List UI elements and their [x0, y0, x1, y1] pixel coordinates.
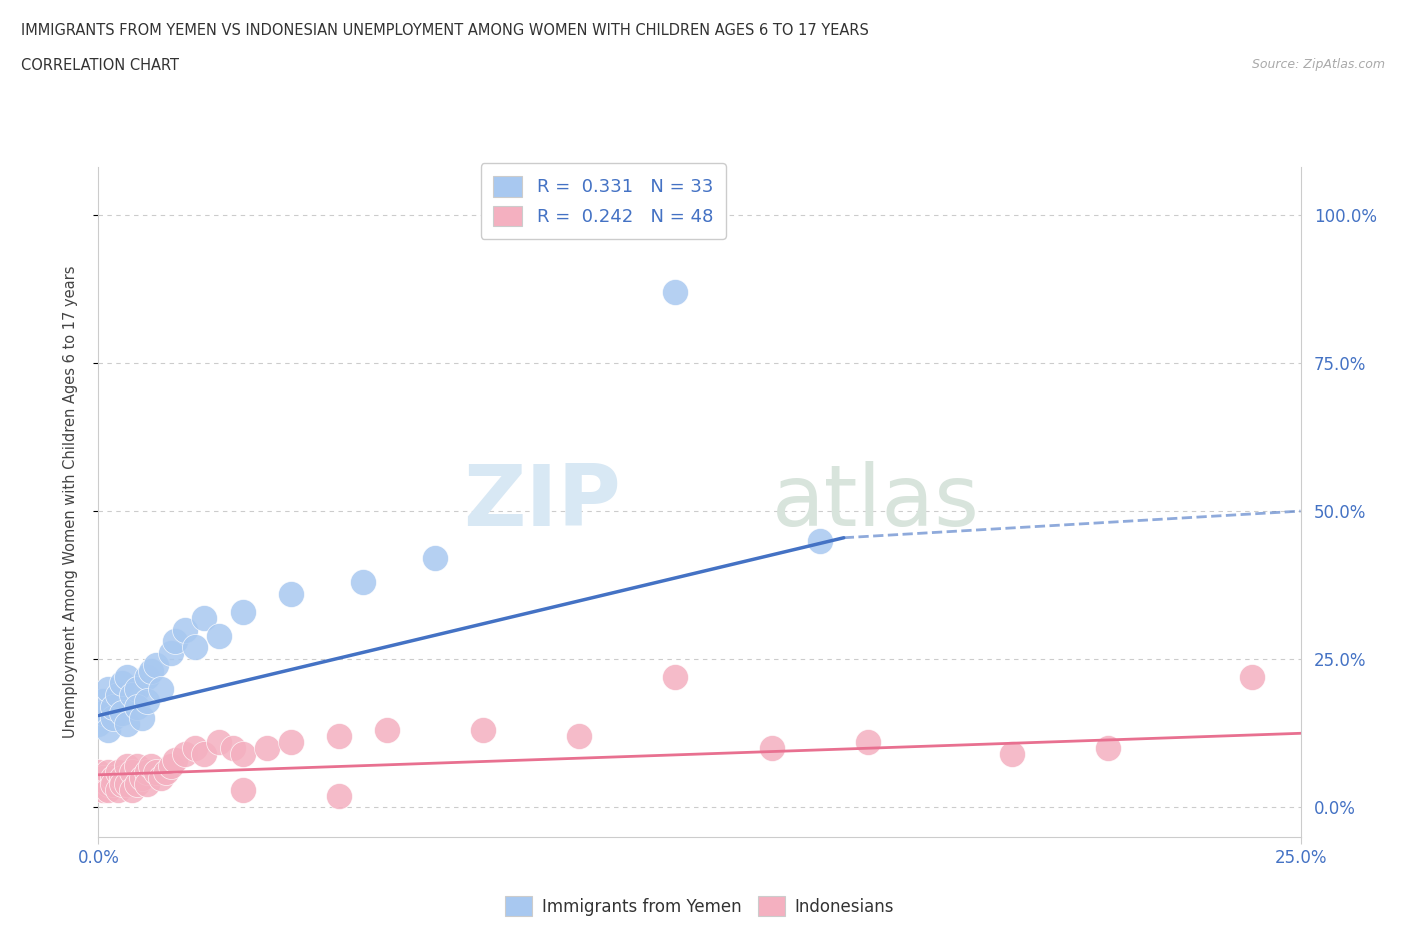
Point [1001, 747, 1024, 762]
Point [193, 610, 215, 625]
Point [174, 747, 197, 762]
Point [91, 770, 114, 785]
Point [664, 285, 686, 299]
Point [183, 740, 205, 755]
Point [87, 717, 110, 732]
Point [125, 699, 148, 714]
Point [97, 723, 120, 737]
Point [423, 551, 446, 566]
Point [808, 533, 831, 548]
Point [97, 764, 120, 779]
Point [121, 764, 143, 779]
Point [97, 782, 120, 797]
Point [87, 777, 110, 791]
Point [208, 628, 231, 643]
Point [125, 777, 148, 791]
Point [111, 777, 134, 791]
Point [121, 782, 143, 797]
Point [159, 759, 181, 774]
Point [97, 777, 120, 791]
Point [352, 575, 374, 590]
Point [472, 723, 495, 737]
Text: atlas: atlas [772, 460, 980, 544]
Point [155, 764, 177, 779]
Point [145, 764, 167, 779]
Text: CORRELATION CHART: CORRELATION CHART [21, 58, 179, 73]
Y-axis label: Unemployment Among Women with Children Ages 6 to 17 years: Unemployment Among Women with Children A… [63, 266, 77, 738]
Point [87, 764, 110, 779]
Point [165, 634, 187, 649]
Point [97, 682, 120, 697]
Point [208, 735, 231, 750]
Point [101, 699, 124, 714]
Point [1097, 740, 1119, 755]
Point [193, 747, 215, 762]
Point [135, 693, 157, 708]
Point [135, 777, 157, 791]
Point [174, 622, 197, 637]
Point [159, 645, 181, 660]
Point [232, 747, 254, 762]
Point [135, 670, 157, 684]
Point [145, 658, 167, 672]
Point [149, 682, 172, 697]
Point [107, 764, 129, 779]
Point [568, 729, 591, 744]
Point [183, 640, 205, 655]
Point [91, 693, 114, 708]
Point [222, 740, 245, 755]
Point [101, 711, 124, 726]
Point [111, 770, 134, 785]
Point [256, 740, 278, 755]
Point [375, 723, 398, 737]
Point [117, 717, 139, 732]
Point [280, 735, 302, 750]
Point [165, 752, 187, 767]
Point [1241, 670, 1264, 684]
Point [131, 770, 153, 785]
Text: Source: ZipAtlas.com: Source: ZipAtlas.com [1251, 58, 1385, 71]
Point [280, 587, 302, 602]
Point [117, 670, 139, 684]
Text: IMMIGRANTS FROM YEMEN VS INDONESIAN UNEMPLOYMENT AMONG WOMEN WITH CHILDREN AGES : IMMIGRANTS FROM YEMEN VS INDONESIAN UNEM… [21, 23, 869, 38]
Point [761, 740, 783, 755]
Point [101, 777, 124, 791]
Point [328, 729, 350, 744]
Point [856, 735, 879, 750]
Point [101, 770, 124, 785]
Point [232, 782, 254, 797]
Point [149, 770, 172, 785]
Text: ZIP: ZIP [464, 460, 621, 544]
Point [111, 705, 134, 720]
Point [141, 759, 163, 774]
Point [91, 782, 114, 797]
Point [107, 782, 129, 797]
Point [125, 759, 148, 774]
Point [117, 777, 139, 791]
Point [135, 764, 157, 779]
Point [125, 682, 148, 697]
Point [117, 759, 139, 774]
Point [141, 664, 163, 679]
Point [111, 675, 134, 690]
Point [328, 788, 350, 803]
Point [232, 604, 254, 619]
Point [121, 687, 143, 702]
Point [664, 670, 686, 684]
Point [131, 711, 153, 726]
Point [107, 687, 129, 702]
Legend: Immigrants from Yemen, Indonesians: Immigrants from Yemen, Indonesians [498, 890, 901, 923]
Point [91, 705, 114, 720]
